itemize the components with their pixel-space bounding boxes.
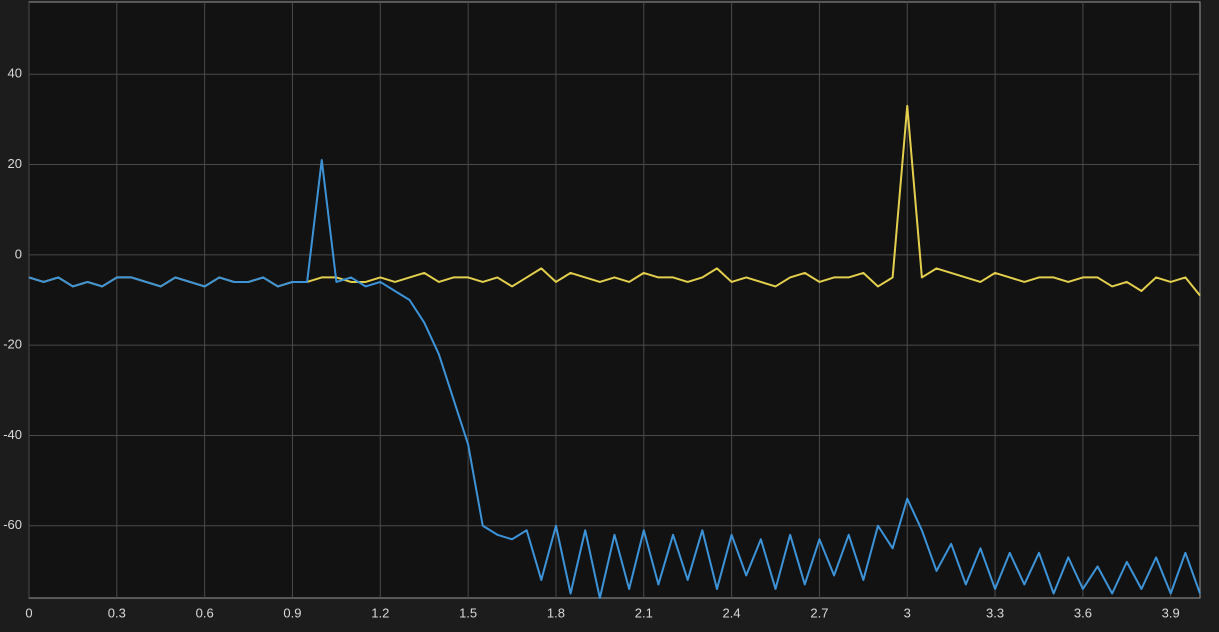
x-tick-label: 3.6 [1074, 605, 1092, 620]
x-tick-label: 0.9 [283, 605, 301, 620]
series-line [28, 159, 1201, 599]
x-tick-label: 1.2 [371, 605, 389, 620]
y-tick-label: -60 [3, 517, 22, 532]
lines [28, 104, 1201, 599]
x-tick-label: 1.8 [547, 605, 565, 620]
x-tick-label: 1.5 [459, 605, 477, 620]
plot-area [28, 1, 1201, 599]
x-tick-label: 0.6 [196, 605, 214, 620]
y-tick-label: 40 [8, 66, 22, 81]
x-tick-label: 3.3 [986, 605, 1004, 620]
x-tick-label: 0.3 [108, 605, 126, 620]
x-tick-label: 0 [25, 605, 32, 620]
y-tick-label: -40 [3, 427, 22, 442]
labels: 0 0.3 0.6 0.9 1.2 1.5 1.8 2.1 2.4 2.7 3 3.3 3.6 3.9 40… [3, 66, 1180, 621]
x-tick-label: 2.7 [810, 605, 828, 620]
x-tick-label: 3 [904, 605, 911, 620]
y-tick-label: 0 [15, 246, 22, 261]
grid [28, 2, 1200, 598]
y-tick-label: 20 [8, 156, 22, 171]
x-tick-label: 2.1 [635, 605, 653, 620]
y-tick-label: -20 [3, 337, 22, 352]
x-tick-label: 3.9 [1162, 605, 1180, 620]
x-tick-label: 2.4 [723, 605, 741, 620]
